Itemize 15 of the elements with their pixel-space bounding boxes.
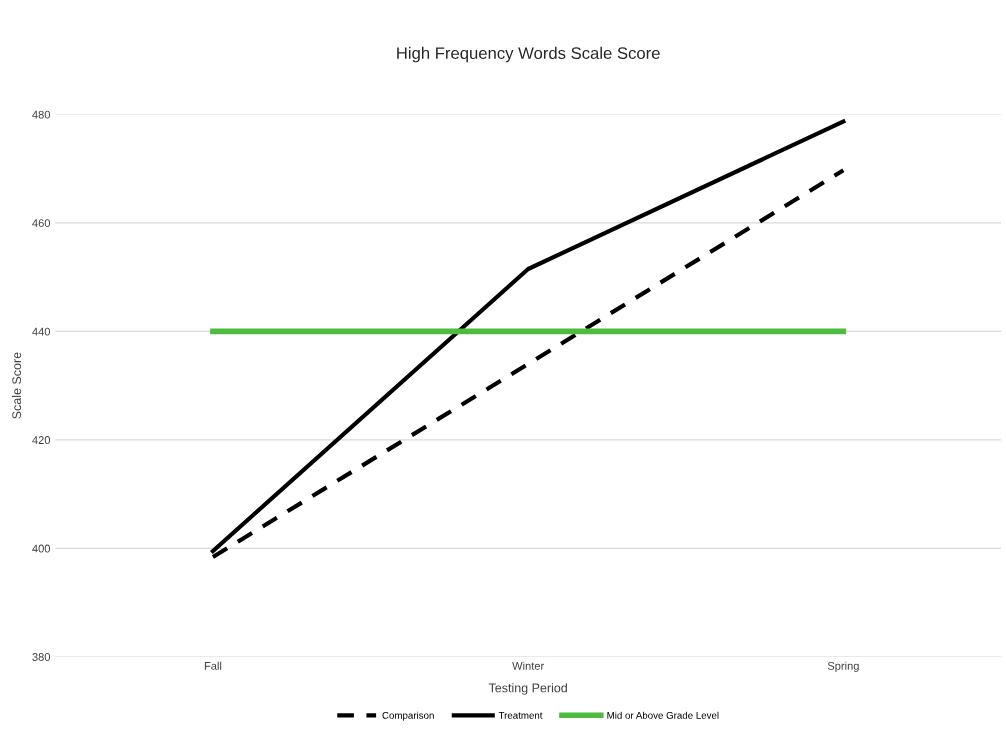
y-tick-label: 460 [32, 219, 51, 228]
x-axis-title: Testing Period [488, 683, 567, 695]
y-tick-label: 400 [32, 544, 51, 553]
legend-label: Comparison [382, 711, 434, 721]
x-tick-label: Fall [204, 661, 222, 670]
y-tick-label: 420 [32, 436, 51, 444]
y-tick-label: 480 [32, 110, 51, 119]
x-tick-label: Winter [512, 661, 545, 670]
legend-label: Mid or Above Grade Level [607, 711, 719, 719]
y-tick-label: 440 [32, 327, 51, 336]
y-tick-label: 380 [32, 653, 51, 661]
x-tick-label: Spring [827, 661, 859, 673]
legend-label: Treatment [498, 712, 543, 719]
y-axis-title: Scale Score [11, 352, 22, 419]
chart-title: High Frequency Words Scale Score [397, 46, 660, 63]
